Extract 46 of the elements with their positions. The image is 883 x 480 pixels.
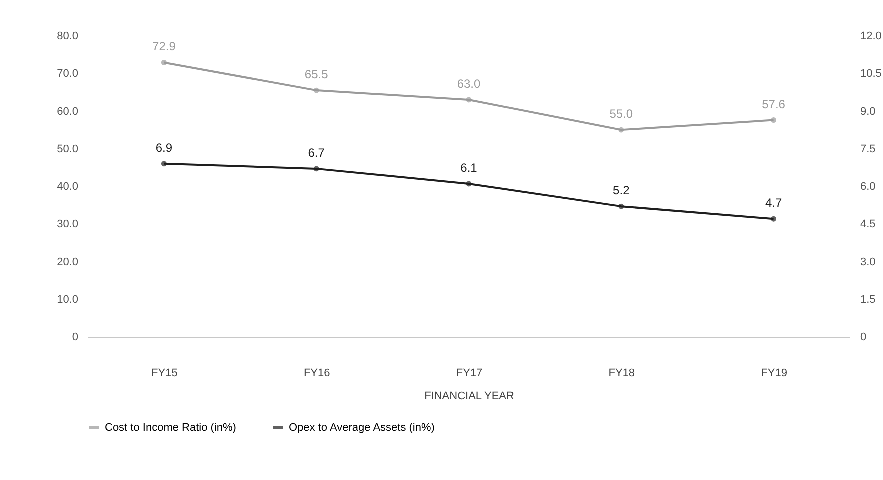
y-tick-label: 10.0 — [57, 294, 78, 306]
point — [314, 88, 320, 94]
data-label: 6.1 — [460, 160, 478, 175]
x-tick-label: FY15 — [152, 368, 178, 380]
y-tick-label: 80.0 — [57, 30, 78, 42]
y-tick-label: 70.0 — [57, 68, 78, 80]
x-tick-label: FY17 — [456, 368, 483, 380]
y2-tick-label: 10.5 — [860, 68, 882, 80]
data-label: 55.0 — [610, 107, 634, 122]
data-label: 57.6 — [762, 97, 786, 112]
y-tick-label: 30.0 — [57, 218, 78, 231]
data-label: 6.7 — [308, 146, 326, 160]
point — [771, 216, 777, 222]
data-label: 4.7 — [765, 196, 782, 210]
point — [618, 127, 624, 133]
point — [314, 166, 320, 172]
y2-tick-label: 3.0 — [860, 256, 876, 268]
data-label: 63.0 — [457, 76, 481, 91]
x-tick-label: FY19 — [761, 368, 788, 380]
point — [466, 97, 472, 103]
y-tick-label: 60.0 — [57, 106, 78, 118]
y2-tick-label: 4.5 — [860, 218, 876, 231]
data-label: 65.5 — [304, 68, 329, 82]
point — [161, 60, 167, 66]
legend-label: Opex to Average Assets (in%) — [289, 422, 435, 434]
x-axis-title: FINANCIAL YEAR — [424, 390, 514, 402]
data-label: 6.9 — [156, 140, 173, 155]
y2-tick-label: 6.0 — [860, 181, 876, 193]
data-label: 5.2 — [613, 184, 630, 198]
x-tick-label: FY16 — [304, 368, 330, 380]
y2-tick-label: 12.0 — [860, 30, 882, 42]
y2-tick-label: 0 — [860, 332, 867, 344]
point — [618, 204, 624, 210]
y2-tick-label: 7.5 — [860, 143, 876, 156]
point — [161, 161, 167, 167]
point — [771, 118, 777, 124]
legend-label: Cost to Income Ratio (in%) — [105, 422, 236, 434]
y2-tick-label: 1.5 — [860, 294, 876, 306]
y-tick-label: 20.0 — [57, 256, 78, 268]
point — [466, 181, 472, 187]
y-tick-label: 0 — [72, 332, 78, 344]
y-tick-label: 50.0 — [57, 143, 78, 156]
x-tick-label: FY18 — [608, 368, 636, 380]
y2-tick-label: 9.0 — [860, 106, 876, 118]
y-tick-label: 40.0 — [57, 181, 78, 193]
data-label: 72.9 — [152, 40, 176, 54]
